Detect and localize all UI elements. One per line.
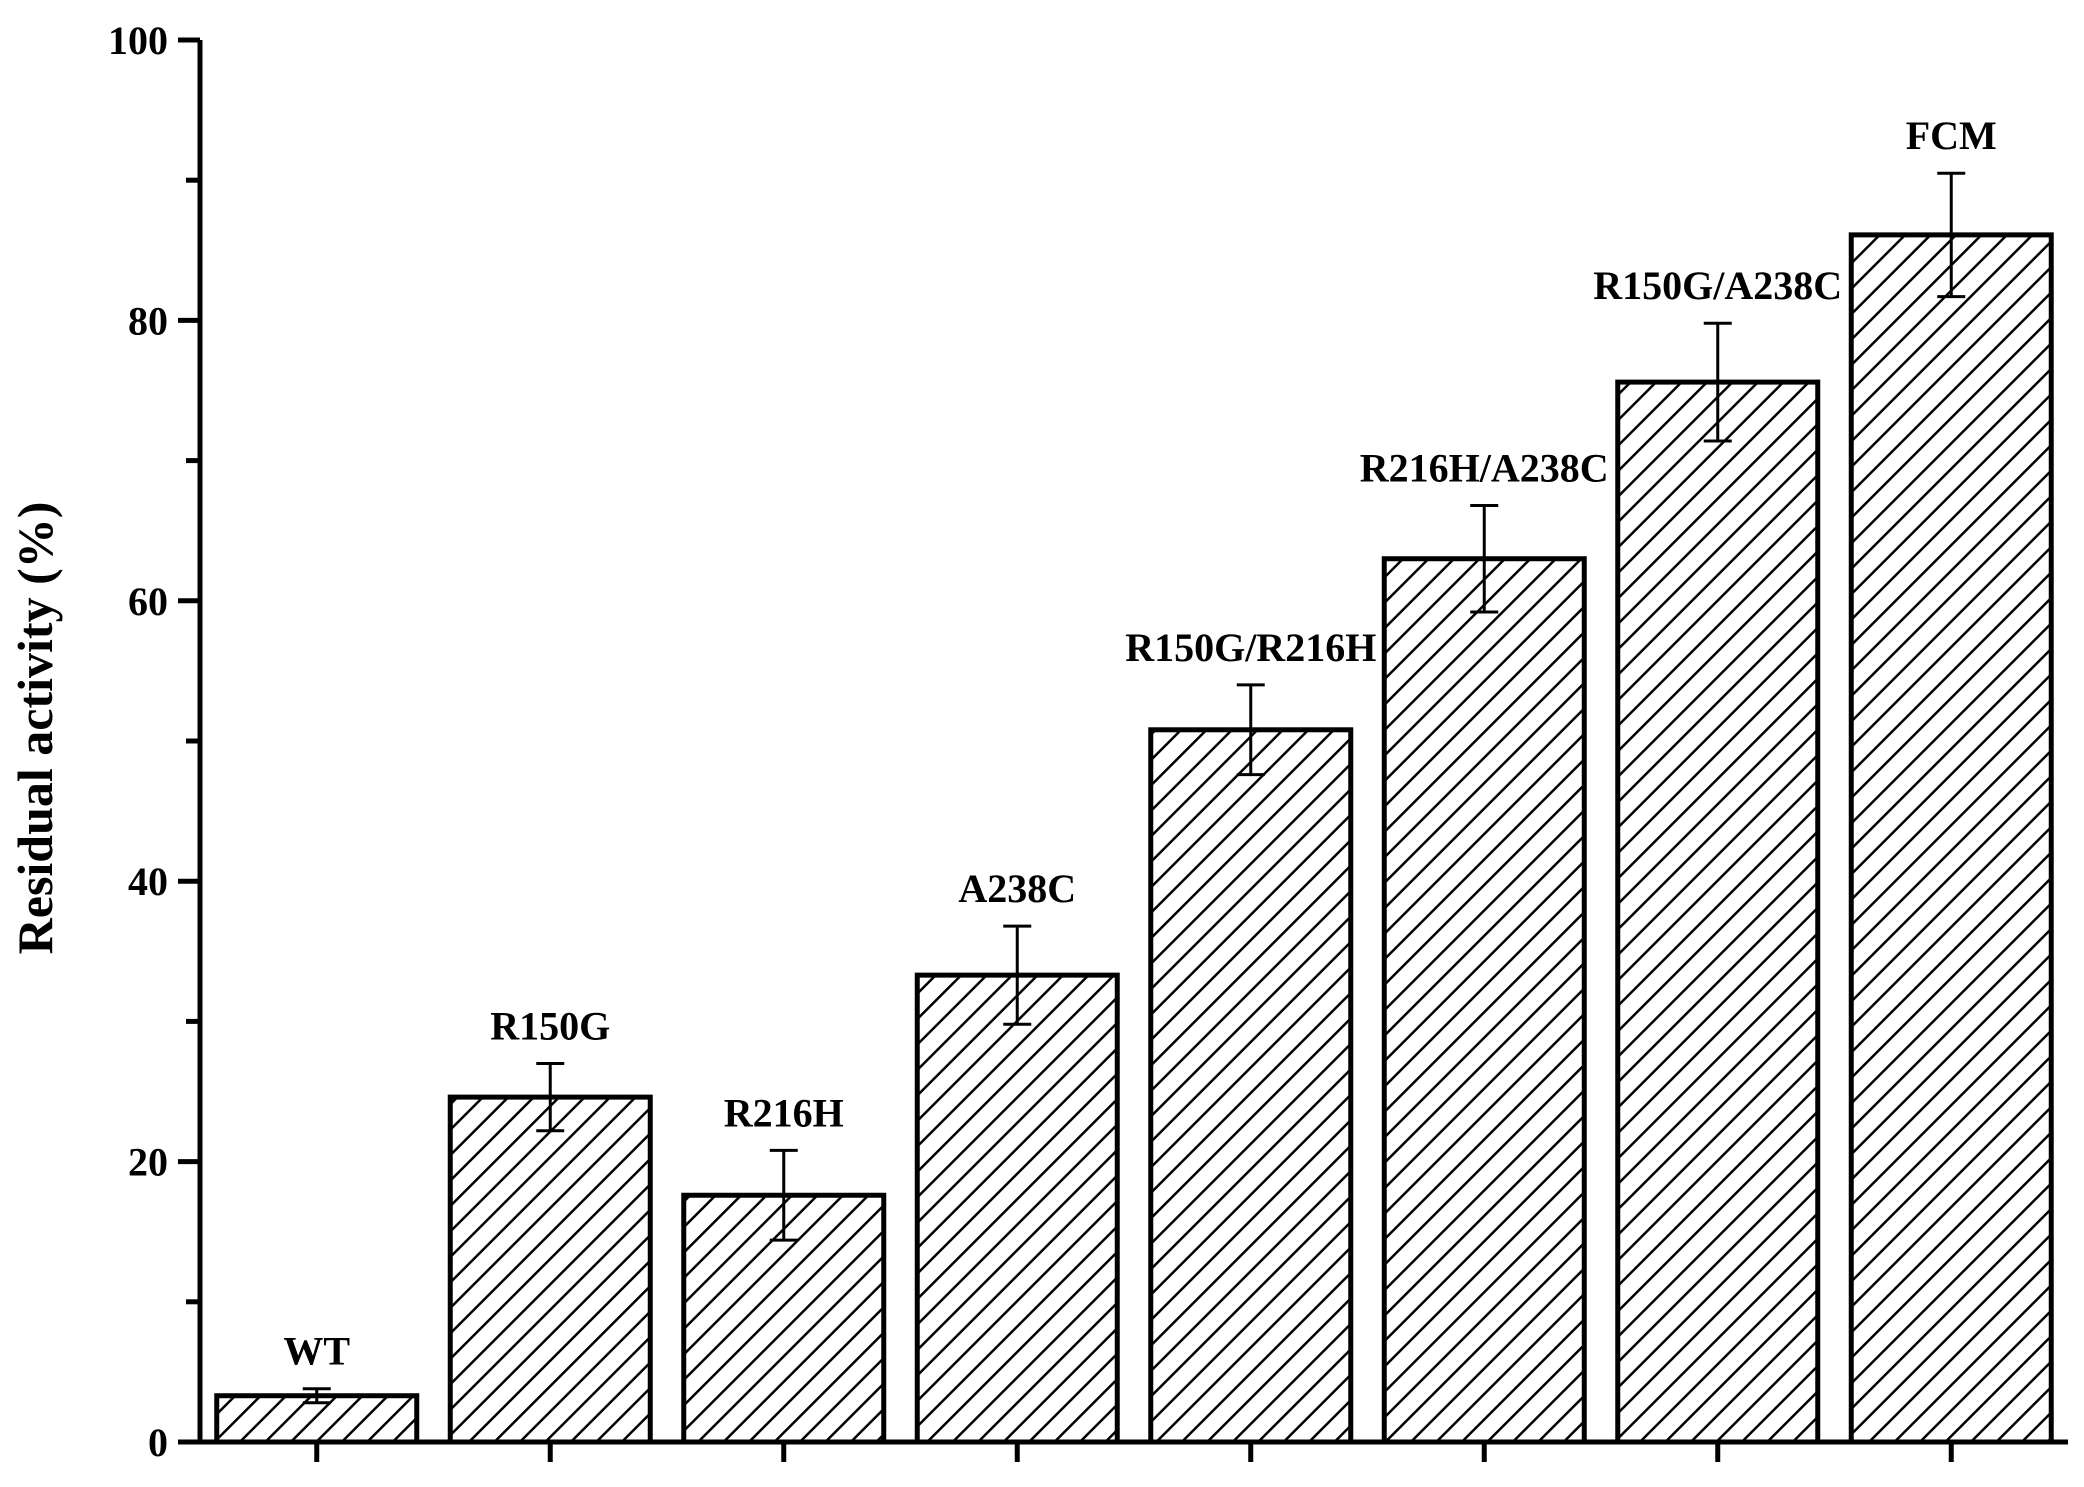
y-tick-label: 60 bbox=[128, 579, 168, 624]
bar-r150g-a238c bbox=[1615, 379, 1821, 1445]
y-tick-label: 40 bbox=[128, 859, 168, 904]
bar-r150g-r216h bbox=[1148, 727, 1354, 1445]
bar-a238c bbox=[914, 972, 1120, 1445]
bar-labels: WT R150G R216H A238C R150G/R216H R216H/A238C R… bbox=[283, 113, 1996, 1374]
bar-fcm bbox=[1848, 232, 2054, 1445]
bar-label: R150G/R216H bbox=[1125, 625, 1376, 670]
bar-label: A238C bbox=[958, 866, 1076, 911]
bar-label: R150G/A238C bbox=[1593, 263, 1842, 308]
bar-label: WT bbox=[283, 1329, 350, 1374]
bar-label: FCM bbox=[1906, 113, 1997, 158]
bar-r216h-a238c bbox=[1381, 556, 1587, 1445]
y-tick-label: 0 bbox=[148, 1420, 168, 1465]
bar-label: R216H/A238C bbox=[1360, 445, 1609, 490]
bar-r150g bbox=[447, 1094, 653, 1445]
bar-label: R150G bbox=[490, 1003, 610, 1048]
y-tick-label: 100 bbox=[108, 18, 168, 63]
y-tick-label: 20 bbox=[128, 1140, 168, 1185]
y-tick-label: 80 bbox=[128, 298, 168, 343]
bar-label: R216H bbox=[724, 1090, 844, 1135]
bars bbox=[214, 171, 2054, 1445]
y-axis-title: Residual activity (%) bbox=[7, 502, 63, 955]
